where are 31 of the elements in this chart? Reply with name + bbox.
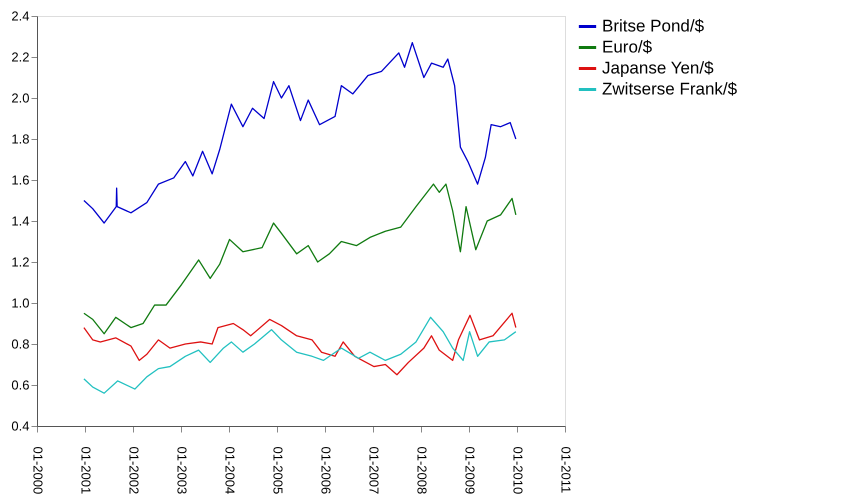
legend-label: Zwitserse Frank/$ <box>602 80 738 98</box>
y-tick-label: 1.2 <box>11 254 30 270</box>
x-tick-label: 01-2005 <box>270 446 286 494</box>
x-tick-label: 01-2004 <box>222 446 238 494</box>
y-tick-label: 0.4 <box>11 418 30 434</box>
y-tick-label: 0.6 <box>11 378 30 392</box>
legend-label: Euro/$ <box>602 38 653 56</box>
x-tick-label: 01-2001 <box>78 446 94 494</box>
x-tick-label: 01-2008 <box>414 446 430 494</box>
x-tick-label: 01-2003 <box>174 446 190 494</box>
y-tick-label: 2.0 <box>11 90 30 106</box>
y-tick-label: 2.2 <box>11 50 30 64</box>
y-tick-label: 1.0 <box>11 296 30 310</box>
x-tick-label: 01-2011 <box>558 446 574 494</box>
x-tick-label: 01-2009 <box>462 446 478 494</box>
y-tick-label: 1.8 <box>11 132 30 146</box>
line-series <box>83 183 517 334</box>
line-series <box>83 42 517 224</box>
legend-label: Japanse Yen/$ <box>602 58 714 78</box>
x-tick-label: 01-2002 <box>126 446 142 494</box>
legend-label: Britse Pond/$ <box>602 16 705 36</box>
x-tick-label: 01-2007 <box>366 446 382 494</box>
x-tick-label: 01-2006 <box>318 446 334 494</box>
line-series <box>83 312 517 376</box>
y-tick-label: 2.4 <box>11 8 30 24</box>
line-series <box>83 316 517 394</box>
y-tick-label: 1.6 <box>11 172 30 188</box>
x-tick-label: 01-2010 <box>510 446 526 494</box>
y-tick-label: 0.8 <box>11 336 30 352</box>
x-tick-label: 01-2000 <box>30 446 46 494</box>
y-tick-label: 1.4 <box>11 214 30 228</box>
